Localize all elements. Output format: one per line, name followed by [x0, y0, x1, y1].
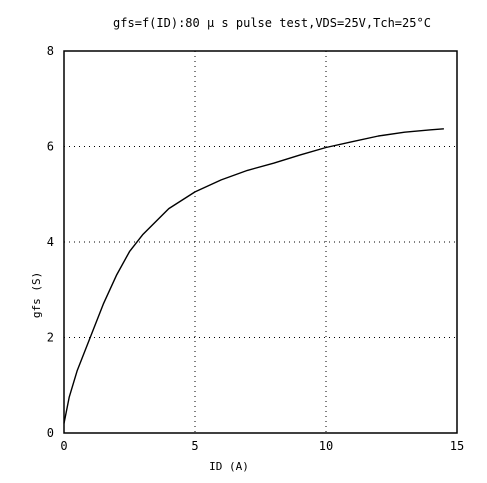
- y-tick-label: 0: [47, 426, 54, 440]
- series-group: [63, 128, 444, 424]
- x-tick-label: 5: [191, 439, 198, 453]
- x-tick-label: 15: [450, 439, 464, 453]
- y-tick-label: 2: [47, 331, 54, 345]
- y-axis-ticks: 0 2 4 6 8: [47, 44, 54, 440]
- x-axis-ticks: 0 5 10 15: [60, 439, 464, 453]
- x-axis-label: ID (A): [209, 460, 249, 473]
- y-tick-label: 4: [47, 235, 54, 249]
- chart-title: gfs=f(ID):80 μ s pulse test,VDS=25V,Tch=…: [113, 16, 431, 30]
- plot-frame: [63, 50, 458, 434]
- y-tick-label: 8: [47, 44, 54, 58]
- x-tick-label: 0: [60, 439, 67, 453]
- x-tick-label: 10: [319, 439, 333, 453]
- gfs-curve: [63, 128, 444, 424]
- y-axis-label: gfs (S): [30, 272, 43, 318]
- grid-lines: [64, 51, 457, 433]
- y-tick-label: 6: [47, 140, 54, 154]
